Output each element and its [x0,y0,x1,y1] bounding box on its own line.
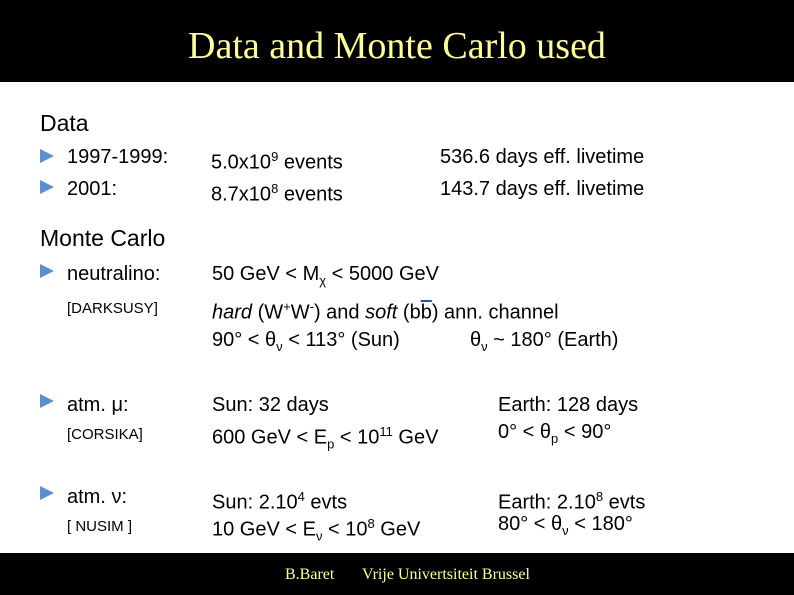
livetime: 536.6 days eff. livetime [440,146,645,168]
section-heading: Monte Carlo [40,225,166,251]
text-segment: θ [470,329,482,351]
mc-generator: [ NUSIM ] [67,518,133,535]
text-segment: 8 [271,181,279,196]
text-segment: GeV [374,518,421,541]
text-segment: evts [603,491,646,514]
mc-line: 90° < θν < 113° (Sun) [212,328,400,359]
text-segment: ν [315,528,323,544]
mc-generator: [DARKSUSY] [67,300,158,317]
text-segment: 600 GeV < E [212,426,328,449]
text-segment: GeV [392,426,439,449]
mc-line: Earth: 2.108 evts [498,485,645,515]
footer-author: B.Baret [285,566,335,583]
mc-line: Earth: 128 days [498,393,638,417]
text-segment: events [278,151,343,174]
text-segment: p [551,431,559,446]
mc-name: atm. ν: [67,486,128,508]
text-segment: ν [481,339,488,354]
text-segment: < 5000 GeV [326,263,439,285]
text-segment: < 180° [568,513,633,535]
text-segment: χ [319,273,327,288]
slide-title: Data and Monte Carlo used [188,25,606,67]
text-segment: ~ 180° (Earth) [487,329,619,351]
text-segment: 10 GeV < E [212,518,316,541]
footer-institution: Vrije Univertsiteit Brussel [362,566,530,583]
text-segment: - [309,299,314,314]
text-segment: ν [276,339,283,354]
mc-generator: [CORSIKA] [67,426,143,443]
text-segment: Sun: 2.10 [212,491,298,514]
text-segment: < 113° (Sun) [282,329,400,351]
livetime: 143.7 days eff. livetime [440,178,645,200]
text-segment: 80° < θ [498,513,563,535]
text-segment: p [327,436,335,452]
section-heading: Data [40,110,89,136]
bullet [40,394,54,408]
text-segment: 9 [271,149,279,164]
text-segment: 8.7x10 [211,183,272,206]
bullet [40,264,54,278]
text-segment: 0° < θ [498,421,552,443]
mc-line: 80° < θν < 180° [498,512,633,543]
mc-line: 0° < θp < 90° [498,420,611,451]
mc-line: 600 GeV < Ep < 1011 GeV [212,420,438,457]
text-segment: ν [562,523,569,538]
mc-line: 10 GeV < Eν < 108 GeV [212,512,420,549]
text-segment: events [278,183,343,206]
text-segment: W [290,301,310,324]
header-bar [0,0,794,82]
text-segment: 90° < θ [212,329,277,351]
mc-name: neutralino: [67,263,161,285]
mc-line: θν ~ 180° (Earth) [470,328,618,359]
text-segment: < 90° [558,421,612,443]
text-segment: 4 [297,489,305,504]
text-segment: Sun: 32 days [212,394,329,416]
text-segment: 8 [595,489,604,504]
text-segment: 11 [379,424,393,439]
text-segment: Earth: 128 days [498,394,639,416]
events: 5.0x109 events [211,145,343,175]
text-segment: (W [252,301,284,324]
period: 2001: [67,178,118,200]
text-segment: (b [397,301,421,324]
text-segment: < 10 [334,426,380,449]
text-segment: b [420,301,432,324]
mc-line: Sun: 2.104 evts [212,485,347,515]
text-segment: 50 GeV < M [212,263,320,285]
mc-line: Sun: 32 days [212,393,329,417]
text-segment: < 10 [322,518,368,541]
text-segment: hard [212,301,253,324]
period: 1997-1999: [67,146,169,168]
footer-bar [0,553,794,595]
text-segment: evts [304,491,348,514]
text-segment: soft [365,301,398,324]
events: 8.7x108 events [211,177,343,207]
text-segment: + [283,299,291,314]
text-segment: ) ann. channel [431,301,559,324]
mc-line: hard (W+W-) and soft (bb) ann. channel [212,295,559,325]
text-segment: ) and [313,301,366,324]
text-segment: 5.0x10 [211,151,272,174]
bullet [40,149,54,163]
text-segment: 8 [367,516,375,531]
text-segment: Earth: 2.10 [498,491,596,514]
mc-line: 50 GeV < Mχ < 5000 GeV [212,262,439,293]
bullet [40,180,54,194]
mc-name: atm. μ: [67,394,129,416]
bullet [40,486,54,500]
